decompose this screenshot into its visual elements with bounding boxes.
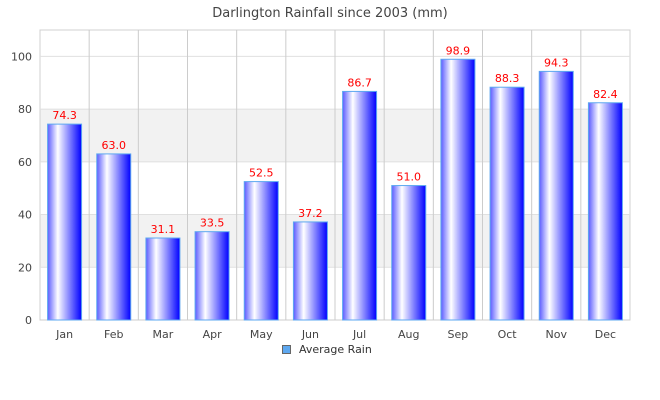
data-label: 88.3 (495, 72, 520, 85)
legend-swatch (282, 345, 291, 354)
y-tick-label: 80 (18, 103, 32, 116)
x-tick-label: Mar (153, 328, 174, 341)
bar (489, 86, 525, 321)
bar (194, 231, 230, 321)
y-tick-label: 100 (11, 50, 32, 63)
bar (96, 153, 132, 321)
x-tick-label: Feb (104, 328, 123, 341)
data-label: 33.5 (200, 217, 225, 230)
bar (145, 237, 181, 321)
x-tick-label: Jun (301, 328, 319, 341)
y-tick-label: 20 (18, 261, 32, 274)
x-tick-label: Nov (546, 328, 568, 341)
data-label: 52.5 (249, 167, 274, 180)
x-tick-label: Sep (448, 328, 469, 341)
data-label: 31.1 (151, 223, 176, 236)
data-label: 82.4 (593, 88, 618, 101)
y-tick-label: 0 (25, 314, 32, 327)
x-tick-label: May (250, 328, 273, 341)
data-label: 86.7 (347, 76, 372, 89)
y-tick-label: 60 (18, 156, 32, 169)
legend: Average Rain (282, 343, 372, 356)
x-tick-label: Jan (55, 328, 73, 341)
data-label: 51.0 (397, 171, 422, 184)
bar (440, 58, 476, 321)
data-label: 98.9 (446, 44, 471, 57)
data-label: 94.3 (544, 56, 569, 69)
data-label: 37.2 (298, 207, 323, 220)
x-tick-label: Apr (203, 328, 223, 341)
data-label: 74.3 (52, 109, 77, 122)
x-tick-label: Dec (595, 328, 616, 341)
chart-title: Darlington Rainfall since 2003 (mm) (212, 6, 448, 21)
x-tick-label: Aug (398, 328, 419, 341)
bar (47, 123, 83, 321)
bar (391, 185, 427, 321)
y-tick-label: 40 (18, 209, 32, 222)
bar (292, 221, 328, 321)
legend-label: Average Rain (299, 343, 372, 356)
data-label: 63.0 (102, 139, 127, 152)
bar (587, 102, 623, 321)
bar (243, 181, 279, 321)
bar (342, 90, 378, 321)
bar (538, 70, 574, 321)
x-tick-label: Oct (498, 328, 518, 341)
x-tick-label: Jul (352, 328, 366, 341)
